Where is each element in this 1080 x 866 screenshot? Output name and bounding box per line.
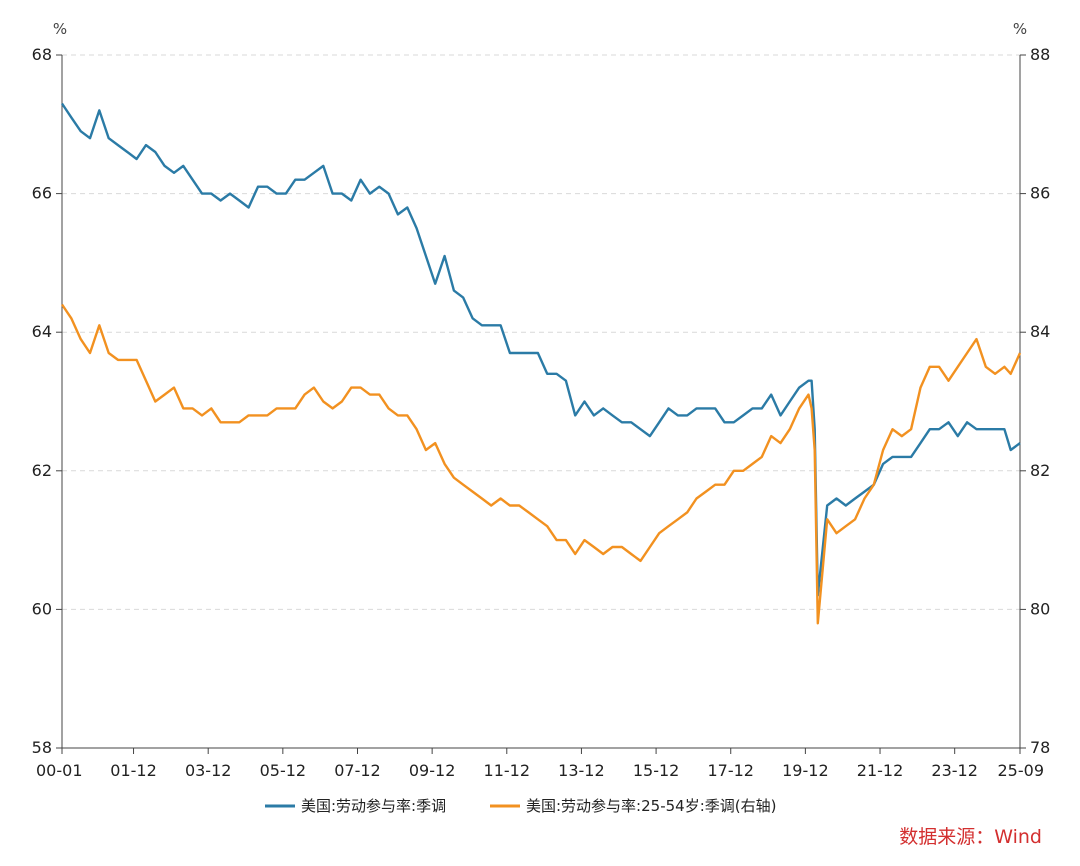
x-tick-label: 19-12 <box>782 761 829 780</box>
left-tick-label: 62 <box>32 461 52 480</box>
right-tick-label: 80 <box>1030 599 1050 618</box>
series-line-1 <box>61 303 1022 625</box>
x-tick-label: 07-12 <box>334 761 381 780</box>
source-label: 数据来源：Wind <box>899 826 1042 848</box>
x-tick-label: 23-12 <box>931 761 978 780</box>
left-tick-label: 66 <box>32 184 52 203</box>
x-tick-label: 00-01 <box>36 761 83 780</box>
x-axis-ticks: 00-01 01-12 03-12 05-12 07-12 09-12 11-12 13-12… <box>36 748 1044 780</box>
x-tick-label: 03-12 <box>185 761 232 780</box>
right-tick-label: 78 <box>1030 738 1050 757</box>
legend-label-1: 美国:劳动参与率:25-54岁:季调(右轴) <box>526 797 776 815</box>
x-tick-label: 09-12 <box>409 761 456 780</box>
x-tick-label: 17-12 <box>707 761 754 780</box>
right-axis-ticks: 78 80 82 84 86 88 <box>1020 45 1050 757</box>
axes <box>61 55 1021 749</box>
right-unit-label: % <box>1013 20 1027 38</box>
right-tick-label: 84 <box>1030 322 1050 341</box>
series-lines <box>61 102 1022 625</box>
left-tick-label: 58 <box>32 738 52 757</box>
right-tick-label: 86 <box>1030 184 1050 203</box>
x-tick-label: 15-12 <box>633 761 680 780</box>
left-tick-label: 68 <box>32 45 52 64</box>
x-tick-label: 01-12 <box>110 761 157 780</box>
right-tick-label: 82 <box>1030 461 1050 480</box>
left-tick-label: 60 <box>32 599 52 618</box>
grid-lines <box>62 54 1020 610</box>
right-tick-label: 88 <box>1030 45 1050 64</box>
x-tick-label: 21-12 <box>857 761 904 780</box>
left-tick-label: 64 <box>32 322 52 341</box>
series-line-0 <box>61 102 1021 597</box>
x-tick-label: 05-12 <box>260 761 307 780</box>
left-unit-label: % <box>53 20 67 38</box>
left-axis-ticks: 58 60 62 64 66 68 <box>32 45 62 757</box>
x-tick-label: 25-09 <box>998 761 1045 780</box>
x-tick-label: 13-12 <box>558 761 605 780</box>
legend-label-0: 美国:劳动参与率:季调 <box>301 797 446 815</box>
legend: 美国:劳动参与率:季调 美国:劳动参与率:25-54岁:季调(右轴) <box>265 797 776 815</box>
x-tick-label: 11-12 <box>484 761 531 780</box>
